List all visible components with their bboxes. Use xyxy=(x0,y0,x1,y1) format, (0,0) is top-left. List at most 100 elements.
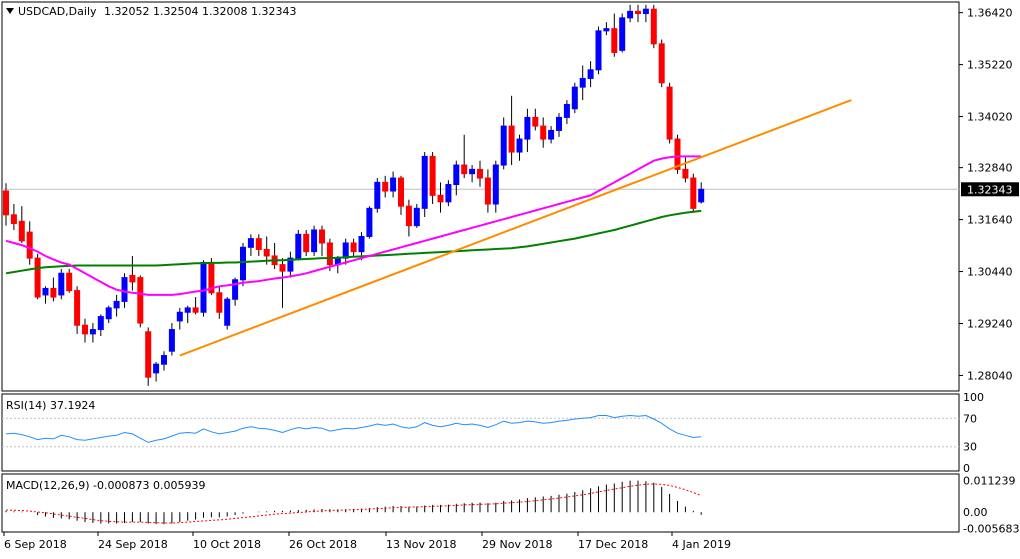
rsi-axis-label: 100 xyxy=(963,391,984,404)
bull-candle xyxy=(587,69,594,79)
price-axis-label: 1.29240 xyxy=(967,317,1013,330)
macd-axis-label: 0.00 xyxy=(963,506,988,519)
rsi-axis-label: 70 xyxy=(963,412,977,425)
time-axis-label: 24 Sep 2018 xyxy=(98,538,168,551)
bear-candle xyxy=(477,168,483,179)
rsi-panel-frame xyxy=(1,393,960,472)
bear-candle xyxy=(508,125,515,153)
bull-candle xyxy=(374,181,381,209)
bear-candle xyxy=(34,257,41,298)
bull-candle xyxy=(579,77,586,88)
bear-candle xyxy=(74,290,81,326)
price-axis-label: 1.34020 xyxy=(967,111,1013,124)
bear-candle xyxy=(484,177,491,205)
macd-axis-label: -0.005683 xyxy=(963,522,1019,535)
bull-candle xyxy=(161,355,167,365)
bear-candle xyxy=(382,181,389,192)
bull-candle xyxy=(642,8,649,15)
bull-candle xyxy=(524,116,531,140)
bear-candle xyxy=(635,10,641,15)
bear-candle xyxy=(326,242,333,266)
bear-candle xyxy=(658,43,665,84)
rsi-label: RSI(14) 37.1924 xyxy=(6,399,95,412)
bull-candle xyxy=(571,86,578,110)
time-axis-label: 4 Jan 2019 xyxy=(672,538,731,551)
bear-candle xyxy=(682,168,689,179)
time-axis-label: 13 Nov 2018 xyxy=(386,538,456,551)
bull-candle xyxy=(121,277,128,302)
bear-candle xyxy=(532,116,539,127)
bear-candle xyxy=(18,220,25,242)
bear-candle xyxy=(540,125,547,140)
bull-candle xyxy=(390,177,397,192)
bear-candle xyxy=(674,138,681,170)
bull-candle xyxy=(492,164,499,205)
bull-candle xyxy=(445,184,452,203)
bull-candle xyxy=(556,116,562,131)
current-price-box xyxy=(961,182,1019,197)
bull-candle xyxy=(500,125,507,166)
bull-candle xyxy=(548,129,555,140)
bear-candle xyxy=(255,238,262,250)
macd-label: MACD(12,26,9) -0.000873 0.005939 xyxy=(6,479,205,492)
time-axis-label: 6 Sep 2018 xyxy=(4,538,67,551)
ohlc-readout: 1.32052 1.32504 1.32008 1.32343 xyxy=(104,5,296,18)
price-axis-label: 1.28040 xyxy=(967,369,1013,382)
bear-candle xyxy=(666,86,673,140)
bear-candle xyxy=(66,272,73,292)
bull-candle xyxy=(453,164,460,186)
slow-moving-average-line xyxy=(5,209,702,275)
time-axis-label: 17 Dec 2018 xyxy=(578,538,648,551)
bear-candle xyxy=(279,264,286,272)
bear-candle xyxy=(405,205,412,227)
price-axis-label: 1.35220 xyxy=(967,59,1013,72)
bull-candle xyxy=(97,316,104,331)
time-axis-label: 26 Oct 2018 xyxy=(289,538,357,551)
macd-layer xyxy=(5,480,702,525)
bull-candle xyxy=(224,298,231,326)
bull-candle xyxy=(698,188,705,203)
bear-candle xyxy=(650,8,657,45)
bear-candle xyxy=(82,324,88,335)
bull-candle xyxy=(200,261,207,313)
bull-candle xyxy=(168,329,175,352)
bull-candle xyxy=(342,242,349,259)
rsi-axis-label: 0 xyxy=(963,462,970,475)
bull-candle xyxy=(295,233,302,259)
bear-candle xyxy=(437,194,444,203)
bear-candle xyxy=(461,164,468,175)
price-axis-label: 1.36420 xyxy=(967,7,1013,20)
price-axis-label: 1.31640 xyxy=(967,214,1013,227)
bull-candle xyxy=(627,10,634,19)
main-panel-frame xyxy=(1,1,960,392)
trendline[interactable] xyxy=(179,99,852,357)
symbol-dropdown-icon[interactable] xyxy=(6,8,14,14)
bear-candle xyxy=(429,155,436,196)
bear-candle xyxy=(263,248,270,257)
time-axis-label: 10 Oct 2018 xyxy=(193,538,261,551)
indicator-lines-layer xyxy=(5,99,852,357)
bull-candle xyxy=(469,168,476,175)
bear-candle xyxy=(690,177,697,209)
time-axis-label: 29 Nov 2018 xyxy=(482,538,552,551)
rsi-layer xyxy=(2,414,959,448)
bull-candle xyxy=(42,287,49,296)
symbol-timeframe: USDCAD,Daily xyxy=(18,5,97,18)
bull-candle xyxy=(287,257,294,272)
macd-signal-line xyxy=(5,483,702,524)
bull-candle xyxy=(619,17,626,51)
current-price-label: 1.32343 xyxy=(967,183,1013,196)
price-axis-label: 1.30440 xyxy=(967,266,1013,279)
rsi-line xyxy=(5,414,702,443)
bull-candle xyxy=(58,272,65,296)
bull-candle xyxy=(113,300,120,309)
bull-candle xyxy=(595,30,602,71)
bear-candle xyxy=(216,292,223,313)
bear-candle xyxy=(319,229,325,244)
bull-candle xyxy=(247,238,254,248)
bear-candle xyxy=(10,214,17,224)
axis-labels-layer: 1.36420 1.35220 1.34020 1.32840 1.31640 1.304… xyxy=(3,7,1019,551)
bull-candle xyxy=(240,246,246,281)
bear-candle xyxy=(398,177,404,207)
